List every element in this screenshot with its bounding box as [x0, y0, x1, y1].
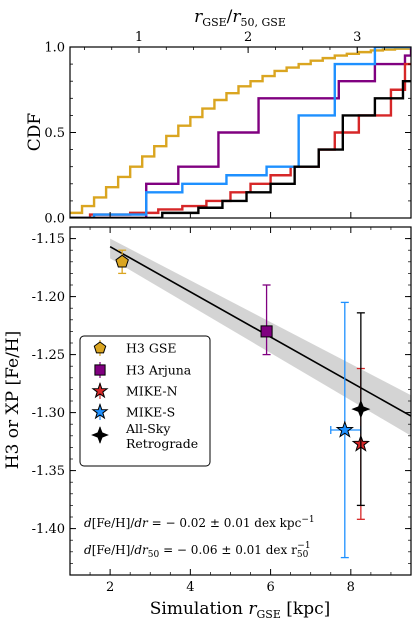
metallicity-ytick-label: -1.15 [32, 232, 65, 247]
cdf-ytick-label: 0.0 [44, 212, 65, 227]
legend-label-mike-n: MIKE-N [126, 384, 178, 399]
metallicity-xtick-label: 2 [106, 580, 114, 595]
cdf-top-xtick-label: 3 [353, 30, 361, 45]
cdf-series-group [70, 47, 411, 218]
legend-marker-mike-n [91, 381, 109, 399]
cdf-line-h3-arjuna [70, 47, 411, 218]
point-mike-s [335, 420, 354, 438]
slope-annotation-kpc: d[Fe/H]/dr = − 0.02 ± 0.01 dex kpc−1 [84, 515, 315, 530]
legend: H3 GSE H3 Arjuna MIKE-N MIKE-SAll-SkyRetrog… [79, 335, 211, 467]
cdf-ylabel: CDF [25, 113, 45, 152]
cdf-top-xtick-label: 2 [244, 30, 252, 45]
metallicity-ytick-label: -1.40 [32, 522, 65, 537]
metallicity-xlabel: Simulation rGSE [kpc] [150, 599, 330, 621]
metallicity-ytick-label: -1.35 [32, 464, 65, 479]
points-group [115, 249, 371, 559]
point-all-sky-retrograde [351, 399, 371, 419]
metallicity-ytick-label: -1.30 [32, 406, 65, 421]
cdf-top-xlabel: rGSE/r50, GSE [194, 7, 286, 29]
metallicity-xtick-label: 8 [347, 580, 355, 595]
cdf-ytick-label: 0.5 [44, 126, 65, 141]
cdf-ticks: 0.0 0.5 1.0 1 2 3 [44, 30, 411, 227]
cdf-panel: 0.0 0.5 1.0 1 2 3 CDF rGSE/r50, GSE [25, 7, 412, 227]
legend-label-h3-arjuna: H3 Arjuna [126, 363, 192, 378]
metallicity-ytick-label: -1.25 [32, 348, 65, 363]
cdf-line-all-sky-retrograde [70, 80, 411, 218]
slope-annotation-r50: d[Fe/H]/dr50 = − 0.06 ± 0.01 dex r50−1 [84, 541, 311, 560]
legend-marker-h3-arjuna [94, 364, 106, 376]
legend-marker-mike-s [91, 402, 109, 420]
metallicity-xtick-label: 6 [266, 580, 274, 595]
legend-label-h3-gse: H3 GSE [126, 341, 177, 356]
point-h3-gse [115, 254, 129, 268]
cdf-line-mike-s [70, 47, 411, 218]
metallicity-ylabel: H3 or XP [Fe/H] [3, 331, 23, 470]
legend-label-mike-s: MIKE-S [126, 405, 175, 420]
metallicity-xtick-label: 4 [186, 580, 194, 595]
legend-label-all-sky-retrograde: All-Sky [125, 421, 171, 436]
metallicity-panel: -1.15 -1.20 -1.25 -1.30 -1.35 -1.40 2 4 6 8 H3 or… [3, 226, 412, 621]
legend-box [79, 335, 211, 467]
metallicity-ticks: -1.15 -1.20 -1.25 -1.30 -1.35 -1.40 2 4 6 8 [32, 227, 412, 595]
legend-label-all-sky-retrograde-line2: Retrograde [126, 436, 198, 451]
cdf-ytick-label: 1.0 [44, 41, 65, 56]
legend-marker-all-sky-retrograde [91, 426, 109, 444]
cdf-line-h3-gse [70, 47, 411, 215]
legend-marker-h3-gse [93, 341, 107, 354]
metallicity-ytick-label: -1.20 [32, 290, 65, 305]
cdf-top-xtick-label: 1 [135, 30, 143, 45]
point-h3-arjuna [260, 325, 273, 338]
